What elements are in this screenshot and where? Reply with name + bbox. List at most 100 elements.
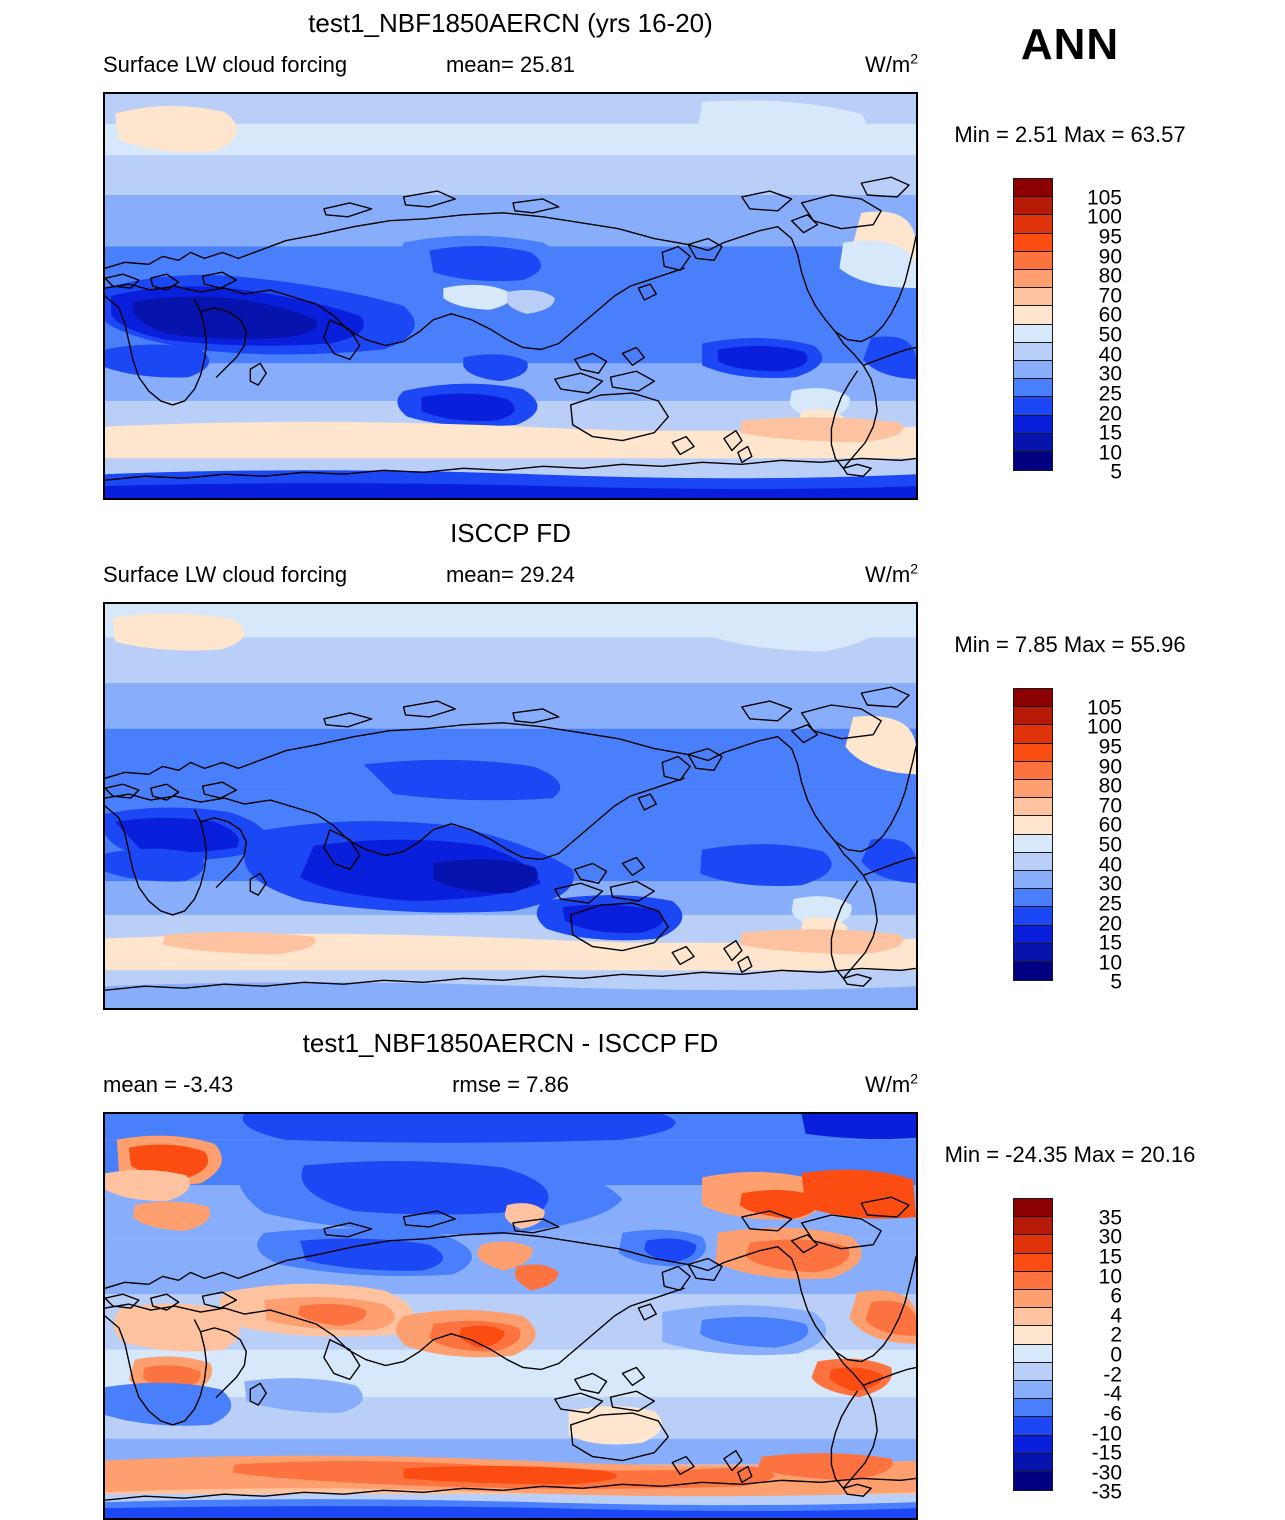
colorbar-band [1013,797,1053,817]
colorbar-band [1013,1252,1053,1273]
colorbar-tick-label: 95 [1098,225,1122,249]
colorbar-band [1013,1471,1053,1491]
colorbar-band [1013,1361,1053,1382]
colorbar-tick-label: 105 [1086,696,1122,720]
colorbar-band [1013,942,1053,963]
colorbar-tick-label: 20 [1098,912,1122,935]
colorbar-band [1013,906,1053,927]
colorbar-tick-label: -15 [1091,1441,1122,1465]
colorbar-observation[interactable] [1013,688,1053,981]
colorbar-difference[interactable] [1013,1198,1053,1491]
colorbar-tick-label: 30 [1098,872,1122,896]
colorbar-band [1013,1434,1053,1455]
panel-title: ISCCP FD [450,518,571,548]
colorbar-tick-label: 5 [1110,970,1122,994]
colorbar-band [1013,250,1053,271]
colorbar-band [1013,1380,1053,1400]
colorbar-tick-label: 30 [1098,362,1122,386]
colorbar-band [1013,360,1053,380]
panel-difference: test1_NBF1850AERCN - ISCCP FD mean = -3.… [0,1020,1285,1520]
mean-stat: mean= 29.24 [445,562,576,587]
colorbar-band [1013,888,1053,908]
colorbar-tick-label: 4 [1110,1304,1122,1328]
colorbar-tick-label: 10 [1098,1265,1122,1288]
colorbar-tick-label: 0 [1110,1343,1122,1367]
colorbar-band [1013,688,1053,708]
colorbar-band [1013,924,1053,945]
colorbar-band [1013,196,1053,216]
colorbar-band [1013,178,1053,198]
colorbar-tick-label: 90 [1098,245,1122,268]
colorbar-tick-label: 2 [1110,1323,1122,1347]
colorbar-ticks-difference: 35 30 15 10 6 4 2 0 -2 -4 -6 -10 -15 -30 -35 [1060,1198,1140,1512]
colorbar-band [1013,1325,1053,1346]
colorbar-tick-label: 70 [1098,284,1122,308]
colorbar-tick-label: 80 [1098,264,1122,288]
mean-stat: mean = -3.43 [103,1072,234,1097]
colorbar-tick-label: 90 [1098,755,1122,778]
map-observation[interactable] [103,602,918,1010]
colorbar-tick-label: 15 [1098,1245,1122,1269]
season-label: ANN [1020,20,1120,69]
colorbar-model[interactable] [1013,178,1053,471]
colorbar-tick-label: 100 [1086,715,1122,739]
minmax-difference: Min = -24.35 Max = 20.16 [944,1142,1196,1167]
colorbar-band [1013,851,1053,872]
colorbar-band [1013,287,1053,307]
colorbar-band [1013,706,1053,726]
panel-observation: ISCCP FD Surface LW cloud forcing mean= … [0,510,1285,1020]
colorbar-tick-label: 60 [1098,303,1122,327]
colorbar-tick-label: -6 [1103,1402,1122,1426]
colorbar-band [1013,1416,1053,1437]
colorbar-tick-label: 10 [1098,441,1122,465]
panel-title: test1_NBF1850AERCN (yrs 16-20) [308,8,713,38]
colorbar-tick-label: -4 [1103,1382,1122,1406]
panel-model: test1_NBF1850AERCN (yrs 16-20) Surface L… [0,0,1285,510]
map-model[interactable] [103,92,918,500]
colorbar-band [1013,396,1053,417]
colorbar-tick-label: -30 [1091,1461,1122,1485]
colorbar-band [1013,724,1053,744]
units-label: W/m2 [865,1070,918,1097]
colorbar-tick-label: 25 [1098,892,1122,916]
panel-title: test1_NBF1850AERCN - ISCCP FD [302,1028,719,1058]
colorbar-band [1013,414,1053,435]
colorbar-tick-label: -2 [1103,1363,1122,1387]
units-label: W/m2 [865,560,918,587]
colorbar-tick-label: 20 [1098,402,1122,425]
colorbar-band [1013,432,1053,453]
colorbar-tick-label: 80 [1098,774,1122,798]
colorbar-tick-label: 100 [1086,205,1122,229]
colorbar-band [1013,1452,1053,1473]
colorbar-band [1013,214,1053,234]
colorbar-tick-label: 50 [1098,833,1122,857]
colorbar-tick-label: 40 [1098,343,1122,367]
colorbar-band [1013,779,1053,799]
colorbar-tick-label: 15 [1098,931,1122,955]
colorbar-tick-label: 30 [1098,1225,1122,1249]
minmax-observation: Min = 7.85 Max = 55.96 [954,632,1186,657]
colorbar-band [1013,378,1053,398]
colorbar-tick-label: 60 [1098,813,1122,837]
panel-subheader: Surface LW cloud forcing mean= 29.24 W/m… [103,562,918,590]
colorbar-band [1013,1270,1053,1291]
colorbar-band [1013,760,1053,781]
map-difference[interactable] [103,1112,918,1520]
colorbar-tick-label: -35 [1091,1480,1122,1504]
colorbar-tick-label: -10 [1091,1422,1122,1445]
colorbar-tick-label: 25 [1098,382,1122,406]
colorbar-band [1013,1198,1053,1218]
variable-label: Surface LW cloud forcing [103,562,348,587]
colorbar-band [1013,742,1053,763]
colorbar-band [1013,961,1053,981]
colorbar-band [1013,232,1053,253]
map-canvas-observation [105,604,916,1008]
colorbar-band [1013,341,1053,362]
colorbar-ticks-observation: 105 100 95 90 80 70 60 50 40 30 25 20 15 10 5 [1060,688,1140,1002]
colorbar-band [1013,451,1053,471]
colorbar-band [1013,1234,1053,1254]
colorbar-band [1013,1307,1053,1327]
map-canvas-model [105,94,916,498]
colorbar-tick-label: 35 [1098,1206,1122,1230]
colorbar-tick-label: 95 [1098,735,1122,759]
